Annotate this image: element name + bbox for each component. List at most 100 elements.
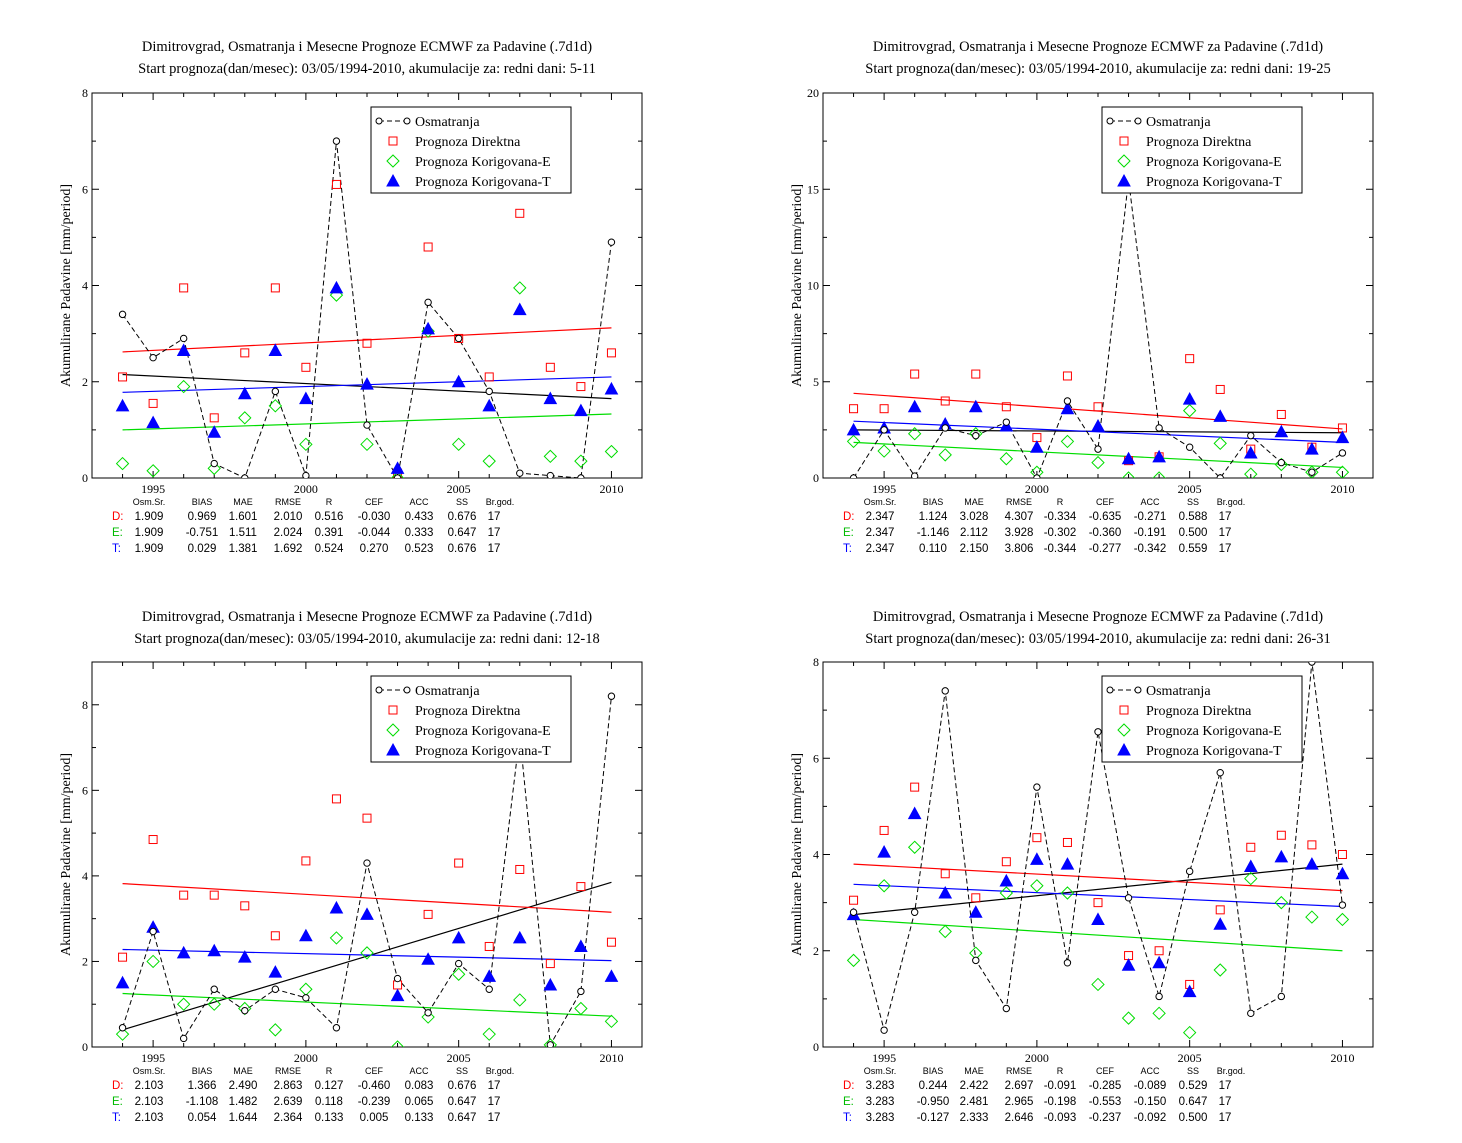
point-prognoza-korigovana-e (146, 954, 160, 969)
point-prognoza-direktna (879, 825, 889, 835)
stats-header-cell: CEF (1096, 497, 1115, 507)
stats-cell: -0.091 (1044, 1080, 1077, 1092)
chart-title: Dimitrovgrad, Osmatranja i Mesecne Progn… (142, 609, 592, 625)
stats-header-cell: SS (1187, 1066, 1199, 1076)
point-prognoza-korigovana-e (1335, 912, 1350, 927)
stats-cell: 17 (1219, 543, 1232, 555)
point-prognoza-korigovana-t (390, 988, 405, 1002)
data-marks (846, 175, 1350, 478)
point-osmatranja (118, 1024, 127, 1032)
stats-cell: 2.103 (135, 1080, 164, 1092)
point-osmatranja (1216, 474, 1224, 478)
point-prognoza-korigovana-t (938, 885, 953, 899)
y-axis-label: Akumulirane Padavine [mm/period] (59, 184, 74, 387)
point-osmatranja (1124, 894, 1133, 902)
stats-cell: 0.333 (405, 527, 434, 539)
stats-row-label: T: (843, 1112, 852, 1124)
point-prognoza-korigovana-e (360, 946, 374, 960)
stats-cell: 0.029 (188, 543, 217, 555)
point-prognoza-korigovana-e (238, 1001, 252, 1016)
x-tick-label: 2000 (1025, 1051, 1049, 1065)
point-prognoza-korigovana-t (176, 343, 191, 356)
point-prognoza-direktna (1185, 354, 1195, 364)
point-prognoza-korigovana-e (482, 454, 496, 468)
chart-panel-3: Dimitrovgrad, Osmatranja i Mesecne Progn… (59, 609, 643, 1124)
legend-marker-prognoza-korigovana-e (1117, 154, 1131, 168)
trend-line-obs (122, 881, 612, 1031)
stats-header-cell: MAE (964, 497, 984, 507)
point-osmatranja (1277, 458, 1286, 467)
point-prognoza-direktna (209, 890, 219, 900)
stats-header-cell: ACC (1140, 1066, 1160, 1076)
legend-marker-prognoza-korigovana-t (386, 173, 400, 187)
point-osmatranja (241, 474, 249, 478)
y-tick-label: 6 (82, 783, 88, 797)
x-tick-label: 2010 (1330, 1051, 1354, 1065)
point-prognoza-direktna (1337, 850, 1347, 859)
trend-line-corrE (853, 918, 1343, 952)
x-tick-label: 1995 (872, 482, 896, 496)
stats-cell: 17 (488, 1080, 501, 1092)
point-osmatranja (516, 469, 524, 477)
stats-cell: 1.909 (135, 543, 164, 555)
legend-label: Prognoza Korigovana-T (1146, 175, 1282, 190)
point-osmatranja (363, 421, 371, 429)
y-tick-label: 8 (82, 86, 88, 100)
point-prognoza-korigovana-t (115, 975, 130, 989)
stats-cell: -0.950 (917, 1096, 950, 1108)
legend-marker-prognoza-direktna (388, 705, 398, 715)
point-prognoza-korigovana-t (1152, 449, 1166, 463)
stats-cell: 0.118 (315, 1096, 343, 1108)
chart-title: Dimitrovgrad, Osmatranja i Mesecne Progn… (873, 39, 1323, 55)
stats-cell: 1.909 (135, 511, 164, 523)
stats-cell: 0.110 (919, 543, 947, 555)
stats-cell: 2.646 (1005, 1112, 1034, 1124)
point-osmatranja (302, 994, 310, 1002)
y-tick-label: 0 (813, 471, 819, 485)
point-prognoza-direktna (545, 362, 555, 372)
trend-line-corrE (853, 441, 1343, 469)
point-prognoza-korigovana-t (604, 381, 619, 395)
point-osmatranja (1155, 992, 1163, 1001)
chart-subtitle: Start prognoza(dan/mesec): 03/05/1994-20… (138, 61, 596, 77)
point-prognoza-korigovana-e (299, 437, 313, 452)
point-prognoza-korigovana-t (1060, 401, 1075, 415)
point-prognoza-korigovana-e (115, 1027, 130, 1041)
point-osmatranja (363, 859, 371, 867)
point-prognoza-korigovana-e (1182, 1025, 1197, 1040)
stats-cell: 3.928 (1005, 527, 1034, 539)
point-osmatranja (332, 1024, 341, 1032)
point-prognoza-korigovana-t (146, 415, 160, 429)
point-prognoza-direktna (849, 404, 859, 414)
point-prognoza-korigovana-e (176, 997, 191, 1011)
stats-header-cell: RMSE (1006, 1066, 1032, 1076)
legend-marker-osmatranja (375, 686, 383, 694)
stats-cell: 2.024 (274, 527, 303, 539)
stats-cell: -0.460 (358, 1080, 391, 1092)
stats-header-cell: Osm.Sr. (133, 1066, 166, 1076)
stats-cell: 0.676 (448, 1080, 477, 1092)
point-prognoza-direktna (1215, 384, 1225, 394)
point-prognoza-korigovana-t (1121, 958, 1136, 971)
point-prognoza-korigovana-t (115, 398, 130, 412)
point-osmatranja (393, 474, 402, 478)
point-prognoza-direktna (849, 895, 859, 905)
point-prognoza-korigovana-e (846, 434, 861, 449)
legend-marker-prognoza-direktna (1119, 705, 1129, 715)
point-prognoza-korigovana-e (268, 399, 283, 413)
point-prognoza-korigovana-e (146, 464, 160, 478)
series-line-osmatranja (853, 179, 1343, 478)
legend-marker-prognoza-korigovana-t (1117, 173, 1131, 187)
point-prognoza-direktna (209, 413, 219, 423)
stats-cell: 1.366 (188, 1080, 217, 1092)
chart-subtitle: Start prognoza(dan/mesec): 03/05/1994-20… (134, 631, 599, 647)
point-osmatranja (1338, 901, 1347, 909)
legend-label: Prognoza Korigovana-E (1146, 155, 1282, 170)
stats-row-label: E: (843, 527, 854, 539)
point-prognoza-korigovana-e (207, 461, 221, 476)
x-tick-label: 2010 (1330, 482, 1354, 496)
legend-label: Prognoza Direktna (415, 135, 521, 150)
point-prognoza-korigovana-t (207, 425, 222, 438)
stats-table: Osm.Sr. BIAS MAE RMSE R CEF ACC SS Br.god. D: 2.10… (112, 1066, 514, 1124)
point-prognoza-direktna (484, 372, 494, 382)
